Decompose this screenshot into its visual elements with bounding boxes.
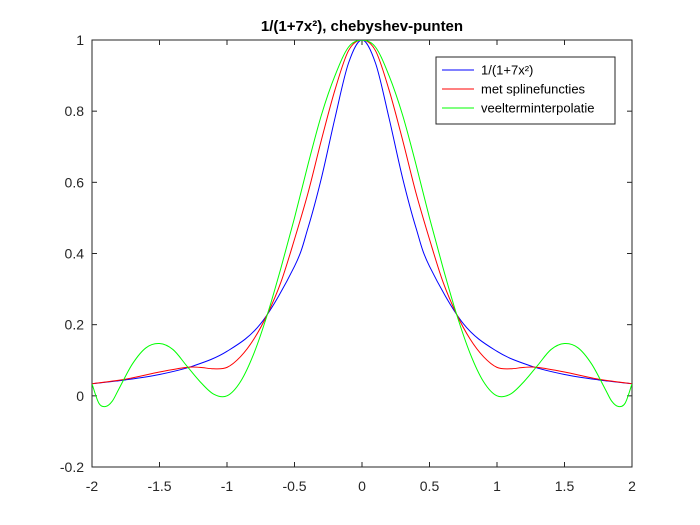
chart-title: 1/(1+7x²), chebyshev-punten <box>261 18 463 35</box>
legend-box <box>435 56 616 125</box>
series-line-1 <box>92 40 632 385</box>
x-tick-label: -2 <box>86 478 99 494</box>
y-tick-label: 1 <box>76 32 84 48</box>
x-tick-label: -1 <box>221 478 234 494</box>
legend: 1/(1+7x²) met splinefuncties veelterminter… <box>435 56 616 125</box>
legend-label: 1/(1+7x²) <box>481 63 533 78</box>
series-lines <box>92 40 632 408</box>
y-tick-label: 0 <box>76 388 84 404</box>
x-tick-label: 0 <box>358 478 366 494</box>
y-tick-label: -0.2 <box>60 459 84 475</box>
series-line-3 <box>92 40 632 408</box>
x-tick-label: -0.5 <box>282 478 306 494</box>
y-tick-label: 0.2 <box>65 317 85 333</box>
legend-label: met splinefuncties <box>481 82 586 97</box>
y-tick-label: 0.8 <box>65 103 85 119</box>
x-tick-label: 1.5 <box>555 478 575 494</box>
x-tick-label: 1 <box>493 478 501 494</box>
x-tick-label: -1.5 <box>147 478 171 494</box>
series-line-2 <box>92 40 632 385</box>
y-tick-label: 0.4 <box>65 246 85 262</box>
x-tick-label: 0.5 <box>420 478 440 494</box>
x-tick-label: 2 <box>628 478 636 494</box>
legend-label: veelterminterpolatie <box>481 101 594 116</box>
y-tick-label: 0.6 <box>65 174 85 190</box>
